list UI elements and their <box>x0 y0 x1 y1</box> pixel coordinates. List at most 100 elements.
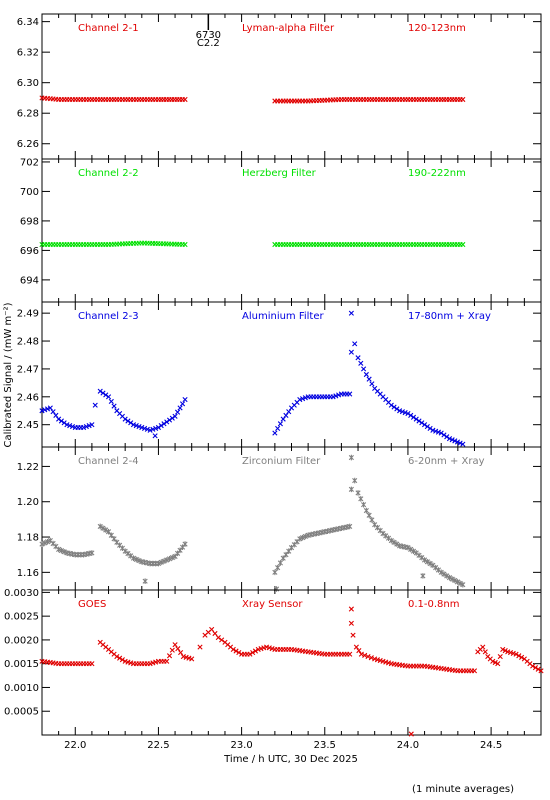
data-point <box>513 651 519 657</box>
data-point <box>516 653 522 659</box>
data-point <box>358 360 364 366</box>
y-tick-label: 1.16 <box>17 568 39 579</box>
data-point <box>438 430 444 436</box>
data-point <box>519 654 525 660</box>
x-tick-label: 22.0 <box>64 740 86 751</box>
data-point <box>277 560 283 566</box>
data-point <box>164 658 170 664</box>
data-point <box>441 571 447 577</box>
data-point <box>142 578 148 584</box>
data-point <box>108 398 114 405</box>
panel-label: Herzberg Filter <box>242 168 317 179</box>
panel-frame <box>41 446 542 591</box>
data-point <box>363 371 369 378</box>
data-point <box>368 655 374 661</box>
y-tick-label: 6.28 <box>17 109 39 120</box>
data-point <box>172 413 178 419</box>
data-point <box>410 414 417 420</box>
y-tick-label: 696 <box>20 246 39 257</box>
data-point <box>128 420 134 426</box>
panel-ch2-1: 6.26 6.28 6.30 6.32 6.34 Channel 2-1 Lyman-alp… <box>17 13 542 160</box>
y-tick-label: 2.48 <box>17 337 39 348</box>
panel-label: Channel 2-3 <box>78 311 139 322</box>
data-point <box>369 517 375 523</box>
data-point <box>452 438 458 444</box>
data-point <box>433 564 439 571</box>
data-point <box>480 644 486 650</box>
panel-label: GOES <box>78 599 106 610</box>
data-point <box>362 652 368 658</box>
data-point <box>388 537 394 544</box>
y-tick-label: 6.30 <box>17 78 39 89</box>
data-point <box>114 653 120 660</box>
data-point <box>166 653 173 659</box>
y-tick-label: 2.45 <box>17 420 39 431</box>
y-tick-label: 6.32 <box>17 48 39 59</box>
data-point <box>419 420 425 426</box>
data-point <box>47 405 53 411</box>
data-point <box>128 553 134 559</box>
y-tick-label: 698 <box>20 216 39 227</box>
panel-goes: 0.0005 0.0010 0.0015 0.0020 0.0025 0.0030 GOES… <box>4 588 544 737</box>
data-point <box>416 418 422 424</box>
data-point <box>92 402 98 408</box>
data-point <box>391 539 397 546</box>
data-point <box>209 626 215 633</box>
panel-label: 17-80nm + Xray <box>408 311 491 322</box>
data-point <box>347 523 353 530</box>
data-point <box>460 96 466 103</box>
data-point <box>174 409 181 415</box>
data-point <box>441 432 447 438</box>
data-point <box>275 564 281 571</box>
y-tick-label: 694 <box>20 275 39 286</box>
data-point <box>178 650 184 656</box>
data-point <box>421 422 428 428</box>
data-point <box>283 412 289 418</box>
data-point <box>358 495 364 502</box>
data-point <box>348 310 354 316</box>
data-point <box>454 439 461 445</box>
data-point <box>427 560 433 567</box>
data-point <box>42 540 48 546</box>
averaging-footnote: (1 minute averages) <box>412 784 514 795</box>
y-tick-label: 1.22 <box>17 462 39 473</box>
x-tick-label: 24.0 <box>397 740 419 751</box>
data-point <box>394 541 400 547</box>
data-point <box>182 241 188 248</box>
data-point <box>360 366 367 372</box>
data-point <box>236 650 242 656</box>
data-point <box>53 412 59 418</box>
data-point <box>419 554 425 561</box>
data-point <box>360 501 367 508</box>
data-point <box>252 648 259 654</box>
data-point <box>152 433 158 439</box>
data-point <box>444 573 450 579</box>
data-point <box>272 430 278 436</box>
data-point <box>89 661 95 667</box>
data-point <box>388 402 394 408</box>
y-tick-label: 0.0005 <box>4 707 39 718</box>
data-point <box>471 668 478 674</box>
panel-label: 120-123nm <box>408 23 466 34</box>
data-point <box>117 655 123 661</box>
panel-label: Channel 2-1 <box>78 23 139 34</box>
flare-annotation: C2.2 <box>197 38 220 49</box>
panel-label: 190-222nm <box>408 168 466 179</box>
data-point <box>366 376 372 382</box>
y-tick-label: 1.18 <box>17 533 39 544</box>
y-tick-label: 6.26 <box>17 139 39 150</box>
data-point <box>44 538 51 545</box>
data-point <box>356 648 362 654</box>
data-point <box>50 409 56 415</box>
data-point <box>352 341 358 347</box>
data-point <box>452 577 458 584</box>
data-point <box>457 440 463 446</box>
data-point <box>366 512 372 519</box>
x-tick-label: 23.5 <box>314 740 336 751</box>
data-point <box>275 425 281 431</box>
data-point <box>250 650 256 656</box>
panel-label: Lyman-alpha Filter <box>242 23 335 34</box>
data-point <box>56 416 62 422</box>
data-point <box>495 661 501 667</box>
data-point <box>408 731 414 737</box>
